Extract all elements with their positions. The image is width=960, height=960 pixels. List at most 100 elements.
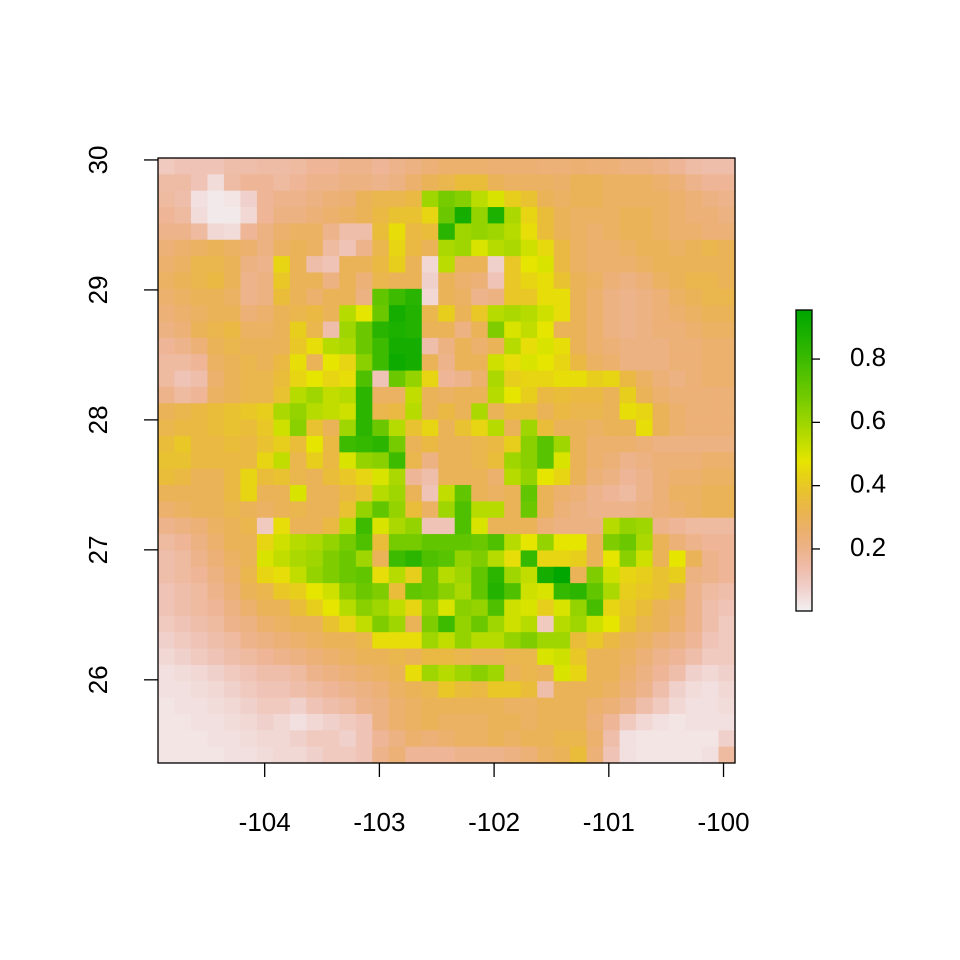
cell [438,174,456,192]
cell [174,615,192,633]
cell [619,599,637,617]
cell [438,435,456,453]
cell [289,681,307,699]
cell [273,386,291,404]
cell [718,419,736,437]
cell [669,517,687,535]
cell [273,599,291,617]
cell [174,468,192,486]
cell [322,207,340,225]
cell [289,615,307,633]
cell [207,746,225,764]
cell [520,288,538,306]
cell [652,664,670,682]
cell [322,583,340,601]
cell [570,468,588,486]
cell [520,239,538,257]
y-tick-label: 30 [83,145,113,174]
cell [652,403,670,421]
cell [207,288,225,306]
cell [669,485,687,502]
cell [652,632,670,650]
cell [306,386,324,404]
cell [256,583,274,601]
cell [487,583,505,601]
cell [669,664,687,682]
cell [669,468,687,486]
legend-swatch [796,560,812,564]
cell [372,746,390,764]
cell [339,746,357,764]
cell [454,664,472,682]
cell [240,370,258,388]
cell [190,174,209,192]
cell [619,664,637,682]
legend-swatch [796,437,812,441]
cell [537,403,555,421]
x-tick-label: -104 [239,807,291,837]
cell [174,681,192,699]
cell [537,370,555,388]
cell [438,550,456,568]
cell [190,190,209,208]
cell [487,305,505,323]
cell [158,550,176,568]
cell [685,730,703,748]
cell [355,403,373,421]
cell [454,468,472,486]
cell [306,207,324,225]
cell [322,534,340,552]
cell [669,452,687,470]
cell [504,223,522,241]
cell [619,730,637,748]
cell [702,452,720,470]
cell [454,550,472,568]
cell [240,174,258,192]
cell [537,354,555,372]
cell [289,713,307,731]
cell [306,435,324,453]
cell [306,174,324,192]
cell [158,485,176,502]
cell [471,713,489,731]
cell [504,256,522,274]
cell [438,583,456,601]
cell [223,697,242,715]
cell [289,288,307,306]
cell [421,403,439,421]
cell [240,386,258,404]
cell [190,632,209,650]
cell [240,452,258,470]
cell [322,697,340,715]
cell [603,550,621,568]
cell [619,632,637,650]
cell [372,664,390,682]
cell [355,452,373,470]
cell [421,713,439,731]
cell [652,517,670,535]
cell [174,534,192,552]
cell [702,501,720,519]
cell [471,550,489,568]
cell [273,223,291,241]
cell [685,632,703,650]
cell [702,419,720,437]
cell [570,534,588,552]
cell [553,354,571,372]
cell [240,403,258,421]
cell [636,452,654,470]
legend-swatch [796,427,812,431]
cell [603,615,621,633]
cell [405,321,423,339]
cell [487,321,505,339]
cell [487,615,505,633]
cell [322,599,340,617]
cell [619,517,637,535]
cell [619,223,637,241]
cell [586,386,604,404]
cell [421,468,439,486]
cell [636,485,654,502]
legend-swatch [796,495,812,499]
cell [190,256,209,274]
cell [603,403,621,421]
